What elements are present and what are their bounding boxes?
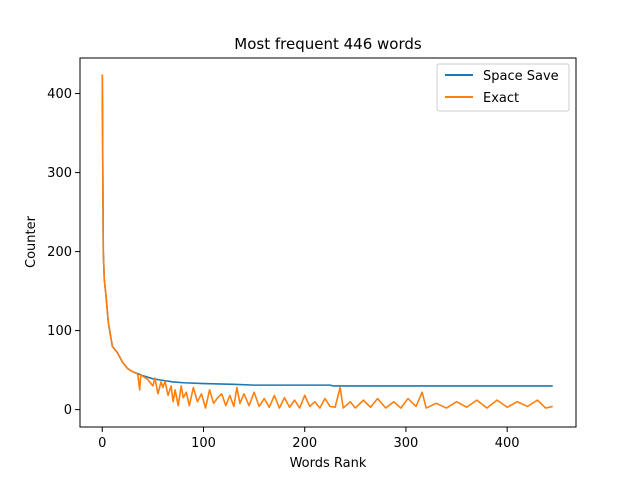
y-tick-label: 200 [47,245,72,260]
x-axis-label: Words Rank [290,456,367,471]
y-tick-label: 100 [47,324,72,339]
series-line-space-save [101,74,553,387]
chart-title: Most frequent 446 words [234,35,422,53]
x-tick-label: 400 [495,436,520,451]
legend-label-space-save: Space Save [483,69,559,84]
y-tick-label: 400 [47,87,72,102]
series-layer [101,74,553,409]
legend-label-exact: Exact [483,91,519,106]
legend: Space Save Exact [436,63,570,112]
x-tick-label: 100 [191,436,216,451]
x-axis-ticks: 0 100 200 300 400 [98,427,520,451]
y-tick-label: 0 [64,403,72,418]
plot-frame [79,57,577,428]
x-tick-label: 200 [292,436,317,451]
x-tick-label: 300 [394,436,419,451]
series-line-exact [101,74,553,409]
y-axis-ticks: 0 100 200 300 400 [47,87,80,418]
y-axis-label: Counter [24,215,39,268]
y-tick-label: 300 [47,166,72,181]
x-tick-label: 0 [98,436,106,451]
